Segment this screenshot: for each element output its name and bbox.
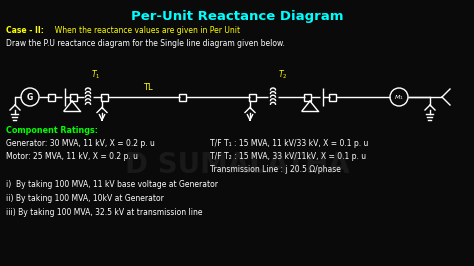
Bar (180, 94, 186, 101)
Text: ii) By taking 100 MVA, 10kV at Generator: ii) By taking 100 MVA, 10kV at Generator (6, 194, 164, 203)
Text: T/F T₂ : 15 MVA, 33 kV/11kV, X = 0.1 p. u: T/F T₂ : 15 MVA, 33 kV/11kV, X = 0.1 p. … (210, 152, 366, 161)
Bar (101, 94, 109, 101)
Bar (329, 94, 337, 101)
Bar (48, 94, 55, 101)
Text: Case - II:: Case - II: (6, 26, 44, 35)
Bar (249, 94, 256, 101)
Text: $T_1$: $T_1$ (91, 69, 101, 81)
Text: iii) By taking 100 MVA, 32.5 kV at transmission line: iii) By taking 100 MVA, 32.5 kV at trans… (6, 208, 202, 217)
Text: When the reactance values are given in Per Unit: When the reactance values are given in P… (50, 26, 240, 35)
Text: T/F T₁ : 15 MVA, 11 kV/33 kV, X = 0.1 p. u: T/F T₁ : 15 MVA, 11 kV/33 kV, X = 0.1 p.… (210, 139, 368, 148)
Text: Component Ratings:: Component Ratings: (6, 126, 98, 135)
Text: i)  By taking 100 MVA, 11 kV base voltage at Generator: i) By taking 100 MVA, 11 kV base voltage… (6, 180, 218, 189)
Text: Motor: 25 MVA, 11 kV, X = 0.2 p. u: Motor: 25 MVA, 11 kV, X = 0.2 p. u (6, 152, 138, 161)
Text: G: G (27, 94, 33, 102)
Text: $T_2$: $T_2$ (278, 69, 288, 81)
Text: Draw the P.U reactance diagram for the Single line diagram given below.: Draw the P.U reactance diagram for the S… (6, 39, 285, 48)
Bar (71, 94, 78, 101)
Text: $M_1$: $M_1$ (394, 94, 404, 102)
Text: D SUMALATHA: D SUMALATHA (125, 151, 349, 179)
Text: Generator: 30 MVA, 11 kV, X = 0.2 p. u: Generator: 30 MVA, 11 kV, X = 0.2 p. u (6, 139, 155, 148)
Text: Transmission Line : j 20.5 Ω/phase: Transmission Line : j 20.5 Ω/phase (210, 165, 341, 174)
Text: TL: TL (143, 82, 153, 92)
Text: Per-Unit Reactance Diagram: Per-Unit Reactance Diagram (131, 10, 343, 23)
Bar (304, 94, 311, 101)
